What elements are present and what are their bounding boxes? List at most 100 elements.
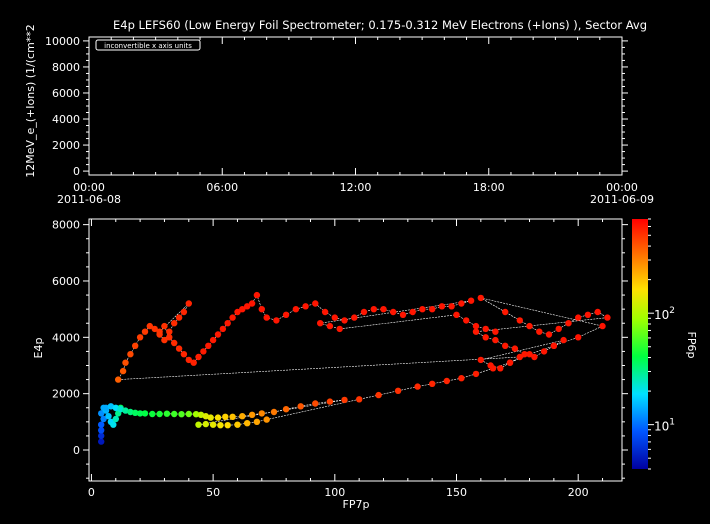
scatter-point [195, 353, 202, 361]
scatter-point [217, 422, 224, 429]
top-ytick-label: 6000 [52, 87, 80, 100]
top-panel-frame [88, 36, 623, 176]
scatter-point [270, 408, 278, 416]
bottom-ytick-label: 0 [73, 444, 80, 457]
scatter-point [234, 308, 241, 316]
scatter-point [107, 403, 115, 410]
scatter-point [312, 400, 319, 407]
scatter-layer [98, 291, 611, 445]
scatter-point [516, 317, 523, 324]
bottom-panel-ylabel: E4p [32, 338, 45, 359]
scatter-point [224, 320, 231, 327]
top-xtick-time: 00:00 [606, 181, 638, 194]
scatter-point [326, 322, 334, 330]
scatter-point [458, 375, 465, 382]
top-ytick-label: 0 [73, 165, 80, 178]
scatter-point [545, 331, 553, 338]
scatter-point [273, 317, 280, 324]
scatter-point [178, 411, 185, 418]
scatter-point [282, 406, 290, 413]
scatter-point [98, 432, 105, 440]
top-xtick-time: 12:00 [340, 181, 372, 194]
scatter-point [166, 328, 173, 335]
scatter-point [536, 328, 543, 335]
scatter-point [110, 421, 117, 428]
scatter-point [102, 404, 110, 411]
scatter-point [146, 322, 153, 330]
scatter-point [414, 383, 421, 390]
scatter-point [584, 311, 592, 318]
scatter-point [511, 345, 519, 352]
scatter-point [214, 331, 222, 338]
scatter-point [448, 303, 455, 310]
scatter-point [185, 356, 192, 364]
scatter-point [351, 314, 358, 321]
scatter-point [472, 328, 480, 335]
scatter-point [282, 311, 290, 318]
bottom-panel: E4p FP7p 0 2000 4000 6000 8000 0 50 100 150 200 [32, 218, 628, 511]
bottom-xtick-label: 200 [568, 486, 589, 499]
scatter-point [200, 348, 207, 355]
scatter-point [521, 351, 528, 358]
scatter-point [149, 410, 156, 418]
scatter-point [555, 325, 562, 333]
colorbar: 101 102 FP6p [632, 218, 698, 470]
scatter-point [375, 391, 382, 399]
scatter-point [380, 306, 387, 313]
scatter-point [195, 421, 202, 428]
top-ytick-label: 8000 [52, 61, 80, 74]
scatter-point [258, 306, 265, 313]
scatter-point [253, 291, 261, 299]
scatter-point [326, 398, 334, 405]
scatter-point [292, 306, 300, 313]
colorbar-ticks: 101 102 [648, 218, 675, 470]
scatter-point [248, 300, 256, 307]
scatter-point [224, 422, 231, 429]
scatter-point [492, 328, 499, 335]
scatter-point [531, 353, 538, 361]
bottom-panel-frame [88, 218, 623, 482]
scatter-point [550, 342, 558, 349]
scatter-point [219, 325, 227, 333]
scatter-point [453, 311, 460, 318]
scatter-point [112, 415, 120, 423]
scatter-point [409, 308, 416, 316]
scatter-point [317, 320, 324, 327]
scatter-point [467, 297, 475, 304]
scatter-point [136, 410, 144, 417]
scatter-point [312, 300, 319, 307]
bottom-xtick-label: 50 [206, 486, 220, 499]
bottom-xtick-label: 100 [324, 486, 345, 499]
scatter-point [321, 308, 329, 316]
scatter-point [180, 351, 188, 358]
bottom-ytick-label: 8000 [52, 219, 80, 232]
colorbar-tick-label: 101 [654, 418, 675, 434]
scatter-point [502, 342, 509, 349]
scatter-point [127, 408, 134, 416]
scatter-point [156, 410, 163, 418]
scatter-point [202, 413, 209, 420]
scatter-point [477, 294, 484, 302]
scatter-point [331, 314, 338, 321]
scatter-point [560, 336, 567, 344]
scatter-point [115, 376, 122, 383]
scatter-point [119, 367, 127, 375]
top-ytick-label: 4000 [52, 113, 80, 126]
top-xtick-time: 00:00 [73, 181, 105, 194]
scatter-point [477, 356, 484, 364]
scatter-point [229, 314, 236, 321]
scatter-point [599, 322, 606, 330]
scatter-point [207, 414, 214, 421]
scatter-point [105, 413, 112, 420]
scatter-point [497, 365, 504, 372]
bottom-panel-xlabel: FP7p [343, 498, 370, 511]
scatter-point [132, 409, 139, 416]
colorbar-tick-label: 102 [654, 306, 675, 322]
scatter-point [175, 345, 183, 352]
scatter-point [472, 370, 480, 378]
bottom-xtick-label: 0 [88, 486, 95, 499]
scatter-point [482, 325, 489, 333]
scatter-point [127, 351, 134, 358]
scatter-point [482, 334, 489, 341]
scatter-point [526, 322, 533, 330]
